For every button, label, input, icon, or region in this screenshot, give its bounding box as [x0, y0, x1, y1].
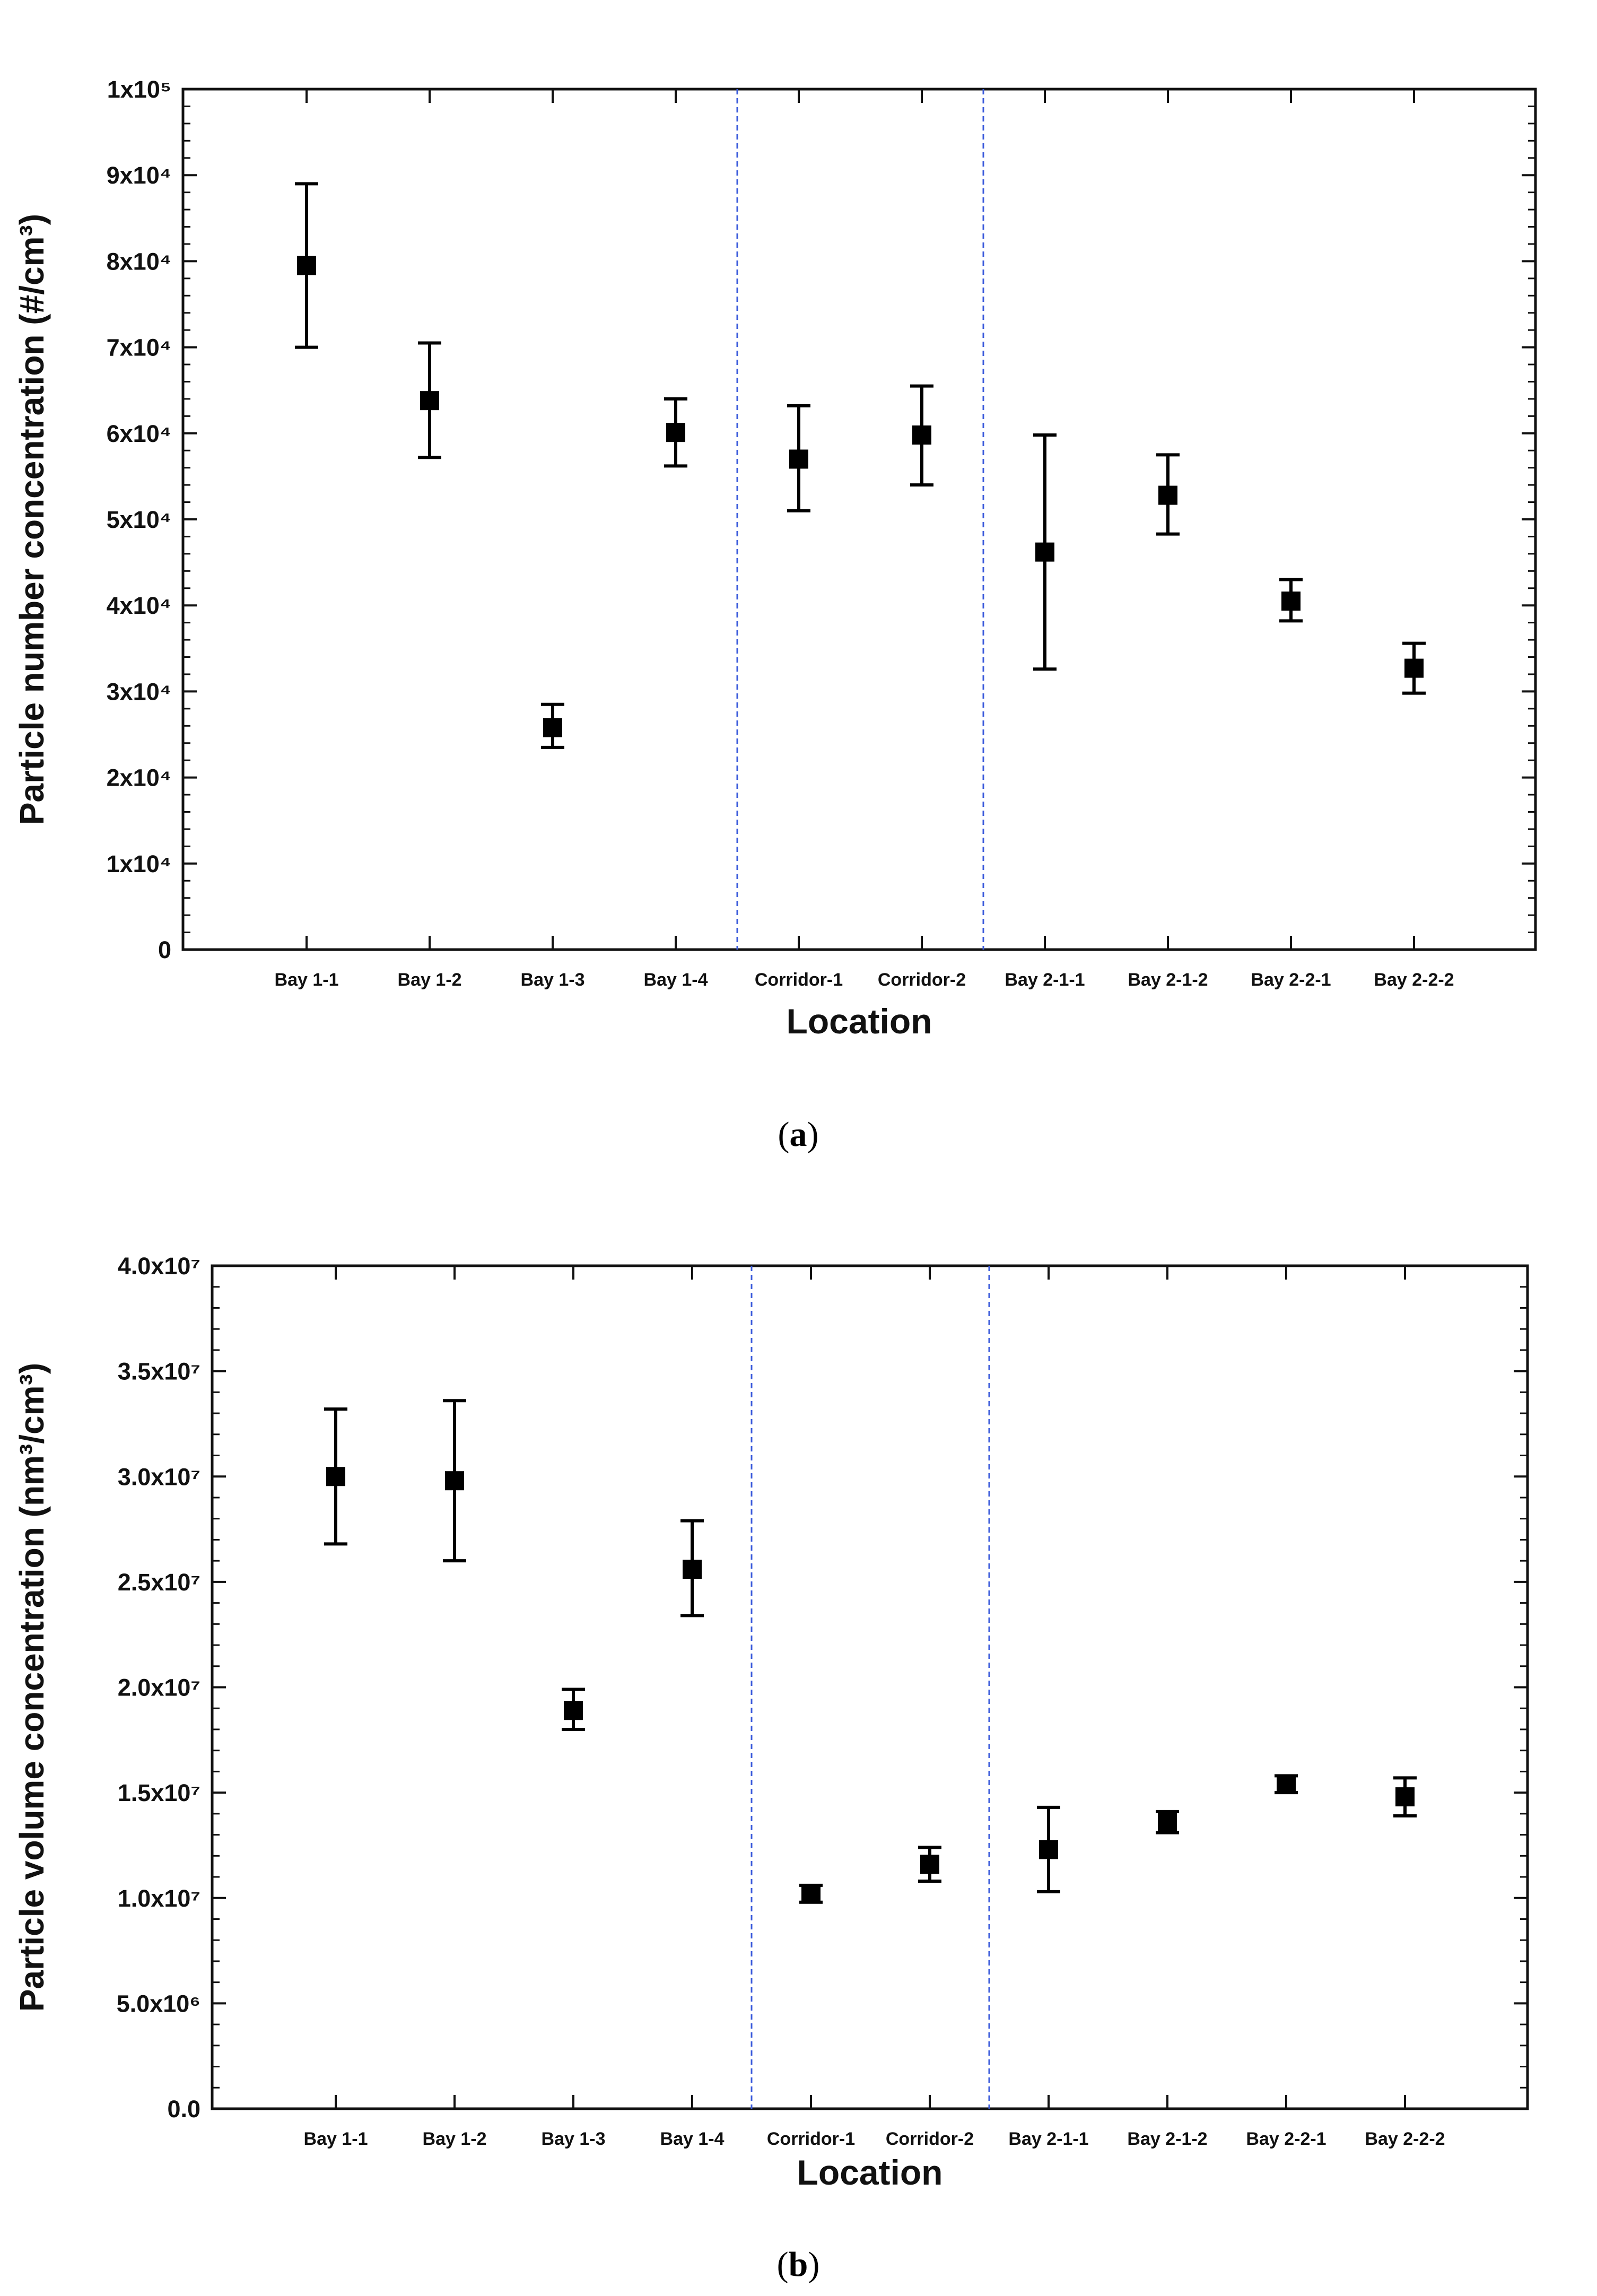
x-tick-label: Corridor-2 — [878, 970, 966, 990]
data-point — [326, 1467, 345, 1486]
plot-frame — [211, 1264, 1529, 2110]
y-axis-title: Particle number concentration (#/cm³) — [13, 214, 51, 825]
panel-caption: (a) — [778, 1115, 819, 1154]
x-tick-label: Corridor-1 — [767, 2129, 855, 2149]
y-tick-label: 2.5x10⁷ — [118, 1569, 200, 1596]
y-tick-label: 5x10⁴ — [107, 506, 171, 533]
data-point — [683, 1560, 702, 1579]
y-tick-label: 6x10⁴ — [107, 420, 171, 447]
data-point — [666, 423, 685, 442]
chart-panel-a: 0 1x10⁴ 2x10⁴ 3x10⁴ 4x10⁴ 5x10⁴ 6x10⁴ 7x10⁴ 8x10… — [13, 76, 1537, 1154]
y-tick-label: 2.0x10⁷ — [118, 1674, 200, 1701]
y-tick-label: 4.0x10⁷ — [118, 1253, 200, 1280]
y-tick-label: 1x10⁵ — [107, 76, 171, 103]
x-tick-label: Corridor-2 — [886, 2129, 974, 2149]
x-tick-label: Bay 1-2 — [398, 970, 462, 990]
x-axis-title: Location — [787, 1002, 932, 1041]
x-tick-label: Corridor-1 — [755, 970, 843, 990]
data-point — [1404, 658, 1424, 678]
x-tick-label: Bay 2-2-2 — [1374, 970, 1454, 990]
data-point — [445, 1471, 464, 1491]
y-tick-label: 0.0 — [167, 2095, 200, 2123]
data-point — [543, 718, 562, 737]
y-tick-label: 1x10⁴ — [107, 850, 171, 877]
data-point — [1158, 485, 1177, 505]
y-tick-label: 9x10⁴ — [107, 162, 171, 189]
plot-frame — [181, 88, 1537, 951]
data-point — [1281, 592, 1301, 611]
y-tick-label: 4x10⁴ — [107, 592, 171, 619]
x-tick-label: Bay 1-3 — [521, 970, 585, 990]
y-axis-title: Particle volume concentration (nm³/cm³) — [13, 1363, 51, 2012]
y-tick-label: 0 — [158, 936, 171, 963]
data-point — [1035, 542, 1054, 562]
x-tick-label: Bay 1-3 — [542, 2129, 606, 2149]
data-point — [420, 391, 439, 411]
y-tick-label: 1.5x10⁷ — [118, 1779, 200, 1806]
y-tick-label: 3.5x10⁷ — [118, 1358, 200, 1385]
data-point — [564, 1701, 583, 1720]
x-tick-label: Bay 2-1-2 — [1127, 2129, 1207, 2149]
x-tick-label: Bay 1-4 — [660, 2129, 725, 2149]
data-point — [1158, 1812, 1177, 1832]
chart-panel-b: 0.0 5.0x10⁶ 1.0x10⁷ 1.5x10⁷ 2.0x10⁷ 2.5x10⁷ 3.… — [13, 1253, 1529, 2284]
x-tick-label: Bay 2-2-1 — [1251, 970, 1331, 990]
data-point — [801, 1884, 821, 1903]
data-point — [789, 449, 808, 469]
data-point — [920, 1855, 939, 1874]
x-tick-label: Bay 1-2 — [423, 2129, 487, 2149]
y-tick-label: 3x10⁴ — [107, 678, 171, 705]
x-tick-label: Bay 2-2-2 — [1365, 2129, 1445, 2149]
x-tick-label: Bay 1-4 — [644, 970, 708, 990]
y-tick-label: 3.0x10⁷ — [118, 1463, 200, 1490]
data-point — [297, 256, 316, 275]
panel-caption: (b) — [777, 2245, 820, 2284]
data-point — [1395, 1787, 1415, 1807]
data-point — [912, 425, 931, 445]
y-tick-label: 1.0x10⁷ — [118, 1885, 200, 1912]
x-tick-label: Bay 2-1-1 — [1005, 970, 1085, 990]
x-tick-label: Bay 1-1 — [304, 2129, 368, 2149]
y-tick-label: 7x10⁴ — [107, 334, 171, 361]
data-point — [1277, 1775, 1296, 1794]
x-tick-label: Bay 2-2-1 — [1246, 2129, 1326, 2149]
y-tick-label: 2x10⁴ — [107, 764, 171, 792]
x-tick-label: Bay 1-1 — [275, 970, 339, 990]
x-tick-label: Bay 2-1-1 — [1008, 2129, 1088, 2149]
x-axis-title: Location — [797, 2153, 943, 2192]
x-tick-label: Bay 2-1-2 — [1128, 970, 1208, 990]
y-tick-label: 8x10⁴ — [107, 248, 171, 275]
data-point — [1039, 1840, 1058, 1859]
y-tick-label: 5.0x10⁶ — [117, 1990, 200, 2017]
